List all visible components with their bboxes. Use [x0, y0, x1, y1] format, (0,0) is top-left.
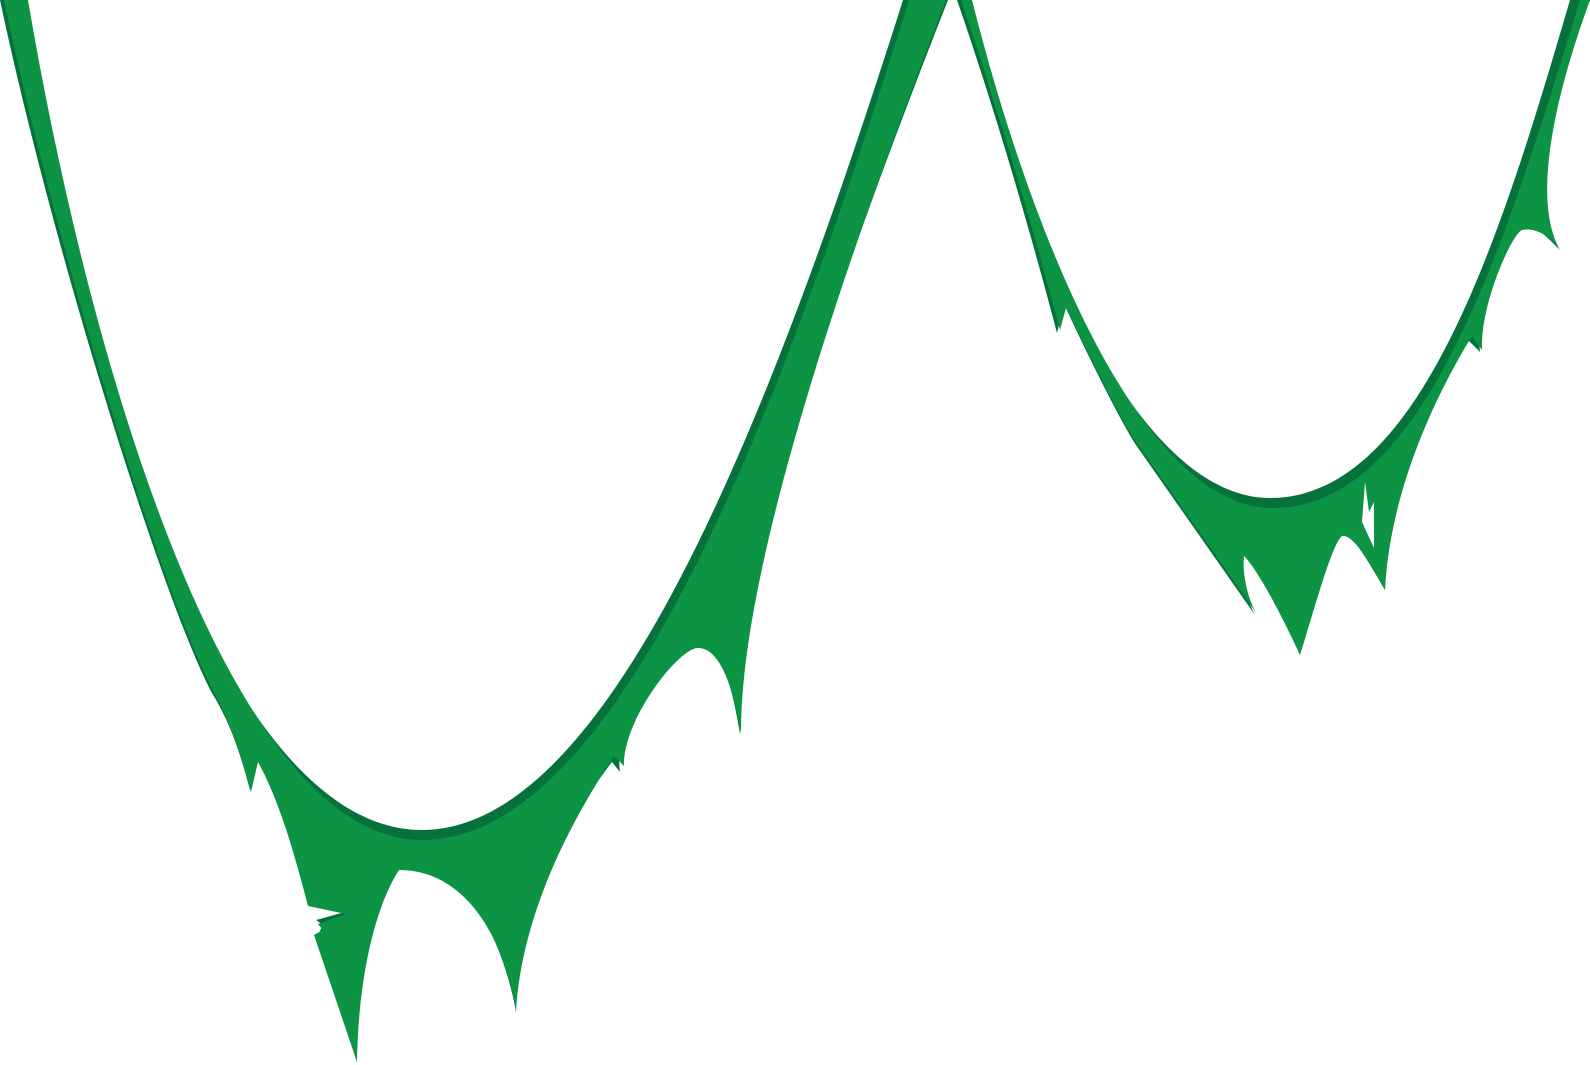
- left-slime-body: [4, 0, 946, 1062]
- right-slime-drip: [957, 0, 1590, 655]
- right-slime-body: [961, 0, 1590, 655]
- right-slime-notch: [1362, 482, 1374, 548]
- left-slime-drip: [0, 0, 948, 1062]
